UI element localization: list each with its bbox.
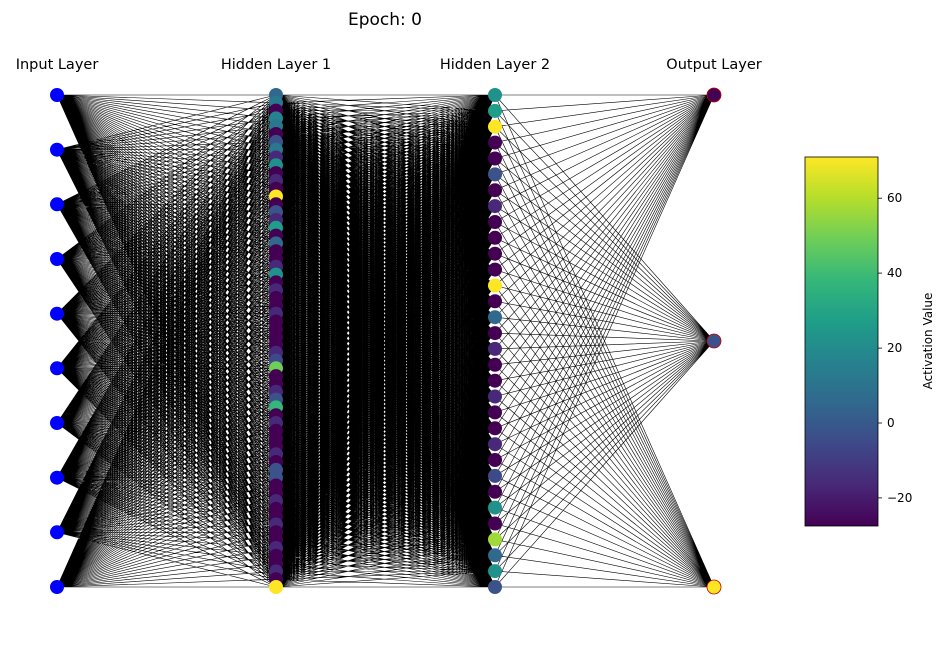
node-layer-2-31	[488, 580, 502, 594]
layer-title-1: Hidden Layer 1	[221, 57, 331, 73]
layer-title-3: Output Layer	[666, 57, 761, 73]
node-layer-2-7	[488, 199, 502, 213]
node-layer-2-3	[488, 136, 502, 150]
node-layer-2-20	[488, 405, 502, 419]
node-layer-3-2	[707, 580, 721, 594]
node-layer-0-1	[50, 143, 64, 157]
node-layer-2-29	[488, 548, 502, 562]
colorbar-tick-label-0: −20	[887, 491, 912, 505]
node-layer-2-23	[488, 453, 502, 467]
node-layer-2-16	[488, 342, 502, 356]
node-layer-0-8	[50, 525, 64, 539]
node-layer-0-4	[50, 307, 64, 321]
node-layer-2-14	[488, 310, 502, 324]
node-layer-2-30	[488, 564, 502, 578]
colorbar-tick-label-3: 40	[887, 266, 902, 280]
colorbar: −20 0 20 40 60 Activation Value	[805, 157, 935, 526]
node-layer-0-2	[50, 197, 64, 211]
node-layer-2-6	[488, 183, 502, 197]
node-layer-2-1	[488, 104, 502, 118]
node-layer-2-11	[488, 263, 502, 277]
node-layer-2-17	[488, 358, 502, 372]
node-layer-3-1	[707, 334, 721, 348]
edges-layer-0-to-1	[57, 95, 276, 587]
node-layer-2-8	[488, 215, 502, 229]
colorbar-tick-label-4: 60	[887, 191, 902, 205]
colorbar-tick-label-1: 0	[887, 416, 895, 430]
colorbar-label: Activation Value	[921, 293, 935, 390]
node-layer-2-9	[488, 231, 502, 245]
node-layer-2-24	[488, 469, 502, 483]
node-layer-0-0	[50, 88, 64, 102]
node-layer-2-12	[488, 279, 502, 293]
node-layer-0-7	[50, 471, 64, 485]
node-layer-2-0	[488, 88, 502, 102]
node-layer-2-27	[488, 517, 502, 531]
node-layer-2-5	[488, 167, 502, 181]
node-layer-0-6	[50, 416, 64, 430]
node-layer-3-0	[707, 88, 721, 102]
node-layer-2-25	[488, 485, 502, 499]
edges-layer-1-to-2	[276, 95, 495, 587]
node-layer-2-26	[488, 501, 502, 515]
figure-title: Epoch: 0	[348, 10, 422, 30]
layer-titles: Input Layer Hidden Layer 1 Hidden Layer 2 O…	[16, 57, 762, 73]
node-layer-0-9	[50, 580, 64, 594]
colorbar-tick-label-2: 20	[887, 341, 902, 355]
node-layer-2-19	[488, 390, 502, 404]
node-layer-2-2	[488, 120, 502, 134]
node-layer-2-15	[488, 326, 502, 340]
node-layer-2-4	[488, 152, 502, 166]
colorbar-ticks: −20 0 20 40 60	[878, 191, 912, 505]
node-layer-2-10	[488, 247, 502, 261]
node-layer-2-13	[488, 294, 502, 308]
node-layer-2-22	[488, 437, 502, 451]
edge-layer	[57, 95, 714, 587]
node-layer-1-63	[269, 580, 283, 594]
node-layer-2-28	[488, 532, 502, 546]
node-layer-2-21	[488, 421, 502, 435]
colorbar-gradient	[805, 157, 878, 526]
node-layer-2-18	[488, 374, 502, 388]
node-layer-0-5	[50, 361, 64, 375]
layer-title-0: Input Layer	[16, 57, 99, 73]
edges-layer-2-to-3	[495, 95, 714, 587]
node-layer-0-3	[50, 252, 64, 266]
layer-title-2: Hidden Layer 2	[440, 57, 550, 73]
